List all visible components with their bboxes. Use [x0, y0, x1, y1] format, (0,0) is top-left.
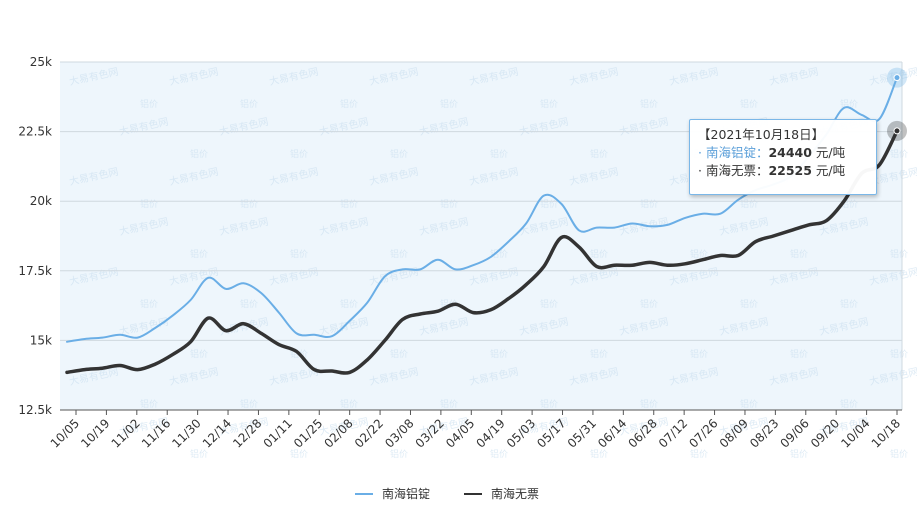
- end-markers: [887, 67, 907, 141]
- watermark-text: 铝价: [390, 148, 408, 160]
- watermark-text: 铝价: [340, 98, 358, 110]
- x-tick-label: 10/05: [48, 416, 82, 450]
- watermark-text: 铝价: [490, 348, 508, 360]
- watermark-text: 铝价: [890, 348, 908, 360]
- watermark-text: 铝价: [490, 248, 508, 260]
- watermark-text: 铝价: [490, 148, 508, 160]
- watermark-text: 铝价: [440, 398, 458, 410]
- watermark-text: 铝价: [740, 298, 758, 310]
- watermark-text: 铝价: [640, 398, 658, 410]
- watermark-text: 铝价: [190, 248, 208, 260]
- watermark-text: 铝价: [590, 248, 608, 260]
- watermark-text: 铝价: [140, 298, 158, 310]
- tooltip-value-series-2: 22525: [768, 163, 812, 178]
- series-line-2: [65, 129, 899, 375]
- watermark-text: 铝价: [340, 298, 358, 310]
- watermark-text: 铝价: [590, 148, 608, 160]
- tooltip-date: 【2021年10月18日】: [698, 127, 825, 142]
- watermark-text: 铝价: [290, 148, 308, 160]
- watermark-text: 铝价: [140, 98, 158, 110]
- x-axis: 10/0510/1911/0211/1611/3012/1412/2801/11…: [48, 409, 903, 451]
- watermark-text: 铝价: [540, 198, 558, 210]
- y-tick-label: 25k: [30, 55, 52, 69]
- watermark-text: 铝价: [540, 98, 558, 110]
- watermark-text: 铝价: [190, 448, 208, 460]
- watermark-text: 铝价: [440, 198, 458, 210]
- watermark-text: 铝价: [690, 348, 708, 360]
- x-tick-label: 03/08: [382, 416, 416, 450]
- watermark-text: 铝价: [890, 248, 908, 260]
- end-point-1[interactable]: [893, 74, 901, 82]
- watermark-text: 铝价: [590, 448, 608, 460]
- watermark-text: 铝价: [740, 98, 758, 110]
- watermark-text: 铝价: [490, 448, 508, 460]
- tooltip-row-series-2: · 南海无票：22525 元/吨: [698, 162, 868, 180]
- tooltip-label-series-2: · 南海无票：: [698, 163, 769, 178]
- watermark-text: 铝价: [690, 448, 708, 460]
- watermark-text: 铝价: [790, 448, 808, 460]
- x-tick-label: 10/18: [869, 416, 903, 450]
- watermark-text: 铝价: [240, 398, 258, 410]
- watermark-text: 铝价: [290, 248, 308, 260]
- watermark-text: 铝价: [240, 198, 258, 210]
- watermark-text: 铝价: [640, 98, 658, 110]
- x-tick-label: 10/19: [78, 416, 112, 450]
- watermark-text: 铝价: [740, 198, 758, 210]
- watermark-text: 铝价: [190, 148, 208, 160]
- legend[interactable]: 南海铝锭 南海无票: [355, 486, 539, 501]
- watermark-text: 铝价: [590, 348, 608, 360]
- tooltip-unit-series-2: 元/吨: [811, 163, 846, 178]
- watermark-text: 铝价: [740, 398, 758, 410]
- watermark-text: 铝价: [840, 398, 858, 410]
- watermark-text: 铝价: [240, 298, 258, 310]
- watermark-text: 铝价: [690, 248, 708, 260]
- watermark-text: 铝价: [790, 248, 808, 260]
- y-tick-label: 20k: [30, 194, 52, 208]
- tooltip-label-series-1: · 南海铝锭：: [698, 145, 769, 160]
- legend-label-series-1: 南海铝锭: [382, 486, 430, 501]
- tooltip-value-series-1: 24440: [768, 145, 812, 160]
- end-point-2[interactable]: [893, 127, 901, 135]
- y-tick-label: 22.5k: [18, 125, 52, 139]
- watermark-text: 铝价: [540, 298, 558, 310]
- watermark-text: 铝价: [340, 398, 358, 410]
- watermark-text: 铝价: [390, 448, 408, 460]
- watermark-text: 铝价: [390, 248, 408, 260]
- watermark-text: 铝价: [140, 198, 158, 210]
- watermark-text: 铝价: [390, 348, 408, 360]
- y-tick-label: 17.5k: [18, 264, 52, 278]
- x-tick-label: 11/30: [169, 416, 203, 450]
- watermark-text: 铝价: [290, 448, 308, 460]
- x-tick-label: 05/31: [565, 416, 599, 450]
- x-tick-label: 07/26: [686, 416, 720, 450]
- watermark-text: 铝价: [890, 448, 908, 460]
- legend-label-series-2: 南海无票: [491, 486, 539, 501]
- watermark-text: 铝价: [540, 398, 558, 410]
- watermark-text: 铝价: [440, 98, 458, 110]
- watermark-text: 铝价: [840, 298, 858, 310]
- watermark-text: 铝价: [140, 398, 158, 410]
- x-tick-label: 04/19: [473, 416, 507, 450]
- watermark-text: 铝价: [890, 148, 908, 160]
- watermark-text: 铝价: [340, 198, 358, 210]
- x-tick-label: 09/06: [778, 416, 812, 450]
- watermark-text: 铝价: [640, 198, 658, 210]
- legend-item-series-1[interactable]: 南海铝锭: [355, 486, 430, 501]
- legend-item-series-2[interactable]: 南海无票: [464, 486, 539, 501]
- y-tick-label: 12.5k: [18, 403, 52, 417]
- y-axis: 12.5k 15k 17.5k 20k 22.5k 25k: [18, 55, 52, 417]
- y-tick-label: 15k: [30, 333, 52, 347]
- watermark-text: 铝价: [640, 298, 658, 310]
- watermark-text: 铝价: [190, 348, 208, 360]
- tooltip-row-series-1: · 南海铝锭：24440 元/吨: [698, 144, 868, 162]
- watermark-text: 铝价: [790, 348, 808, 360]
- watermark-text: 铝价: [240, 98, 258, 110]
- chart-tooltip: 【2021年10月18日】 · 南海铝锭：24440 元/吨 · 南海无票：22…: [689, 119, 877, 195]
- tooltip-unit-series-1: 元/吨: [811, 145, 846, 160]
